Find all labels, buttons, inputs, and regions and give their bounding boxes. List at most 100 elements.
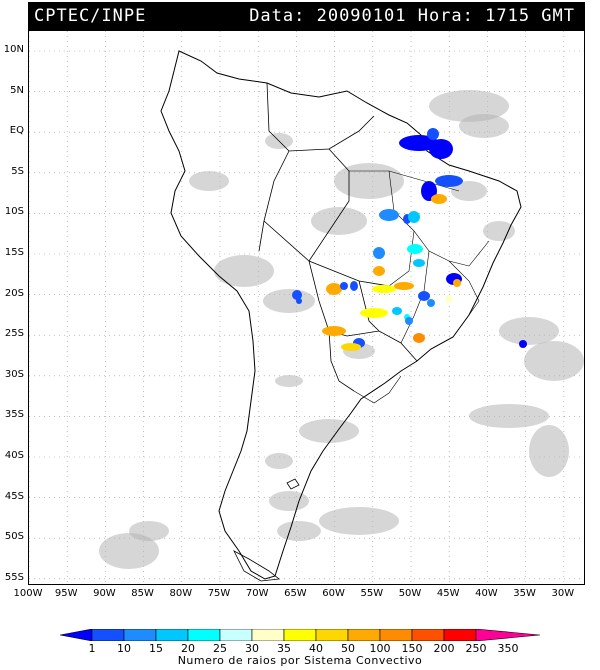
convective-system-blob: [445, 295, 453, 303]
colorbar-segment: [123, 629, 157, 641]
cloud-patch: [319, 507, 399, 535]
cloud-patch: [451, 181, 487, 201]
lat-label: 45S: [4, 490, 24, 502]
convective-system-blob: [405, 317, 413, 325]
colorbar-segment: [155, 629, 189, 641]
convective-system-blob: [341, 343, 361, 351]
colorbar-caption: Numero de raios por Sistema Convectivo: [177, 654, 423, 667]
falkland-islands: [286, 478, 300, 490]
colorbar-segment: [315, 629, 349, 641]
lat-label: 55S: [4, 571, 24, 583]
lat-label: 10N: [3, 44, 24, 55]
title-bar: CPTEC/INPE Data: 20090101 Hora: 1715 GMT: [28, 2, 585, 30]
colorbar-arrow-left: [60, 629, 93, 641]
cloud-patch: [265, 453, 293, 469]
lon-label: 55W: [360, 588, 384, 599]
colorbar-value: 100: [369, 642, 391, 655]
cloud-patch: [334, 163, 404, 199]
lon-label: 30W: [551, 588, 575, 599]
colorbar-value: 150: [401, 642, 423, 655]
lon-label: 75W: [207, 588, 231, 599]
map-canvas: [29, 31, 584, 584]
convective-system-blob: [292, 290, 302, 300]
colorbar-segment: [379, 629, 413, 641]
colorbar-segment: [411, 629, 445, 641]
map-frame: [28, 30, 585, 585]
lat-label: 20S: [4, 287, 24, 299]
colorbar-arrow-right: [475, 629, 540, 641]
cloud-patch: [299, 419, 359, 443]
cloud-patch: [189, 171, 229, 191]
cloud-patch: [277, 521, 321, 541]
tierra-del-fuego: [233, 550, 281, 582]
convective-system-blob: [413, 333, 425, 343]
coastlines: [160, 50, 522, 582]
colorbar-segment: [283, 629, 317, 641]
colorbar-value: 40: [309, 642, 323, 655]
convective-system-blob: [431, 194, 447, 204]
lat-label: 5S: [11, 165, 24, 177]
convective-system-blob: [350, 281, 358, 291]
convective-system-blob: [296, 298, 302, 304]
colorbar-value: 35: [277, 642, 291, 655]
cloud-patch: [429, 90, 509, 122]
source-label: CPTEC/INPE: [34, 6, 147, 26]
cloud-patch: [483, 221, 515, 241]
convective-system-blob: [429, 139, 453, 159]
uruguay-border: [353, 375, 402, 404]
lat-label: 50S: [4, 531, 24, 543]
lon-label: 70W: [245, 588, 269, 599]
colorbar-value: 30: [245, 642, 259, 655]
convective-system-blob: [322, 326, 346, 336]
convective-system-blob: [360, 308, 388, 318]
convective-system-blob: [408, 211, 420, 223]
cloud-patch: [524, 341, 584, 381]
brazil-states: [349, 170, 490, 344]
convective-system-blob: [427, 299, 435, 307]
convective-system-blob: [427, 128, 439, 140]
convective-system-blob: [326, 283, 342, 295]
lon-label: 80W: [169, 588, 193, 599]
cloud-patch: [311, 207, 367, 235]
lat-label: EQ: [9, 125, 24, 137]
colorbar-value: 50: [341, 642, 355, 655]
colorbar-segment: [443, 629, 477, 641]
south-america-coastline: [160, 50, 522, 580]
lon-label: 95W: [54, 588, 78, 599]
lat-label: 25S: [4, 328, 24, 340]
convective-system-blob: [407, 244, 423, 254]
convective-system-blob: [519, 340, 527, 348]
convective-system-blob: [379, 209, 399, 221]
colorbar-value: 1: [88, 642, 96, 655]
lon-label: 85W: [131, 588, 154, 599]
colorbar: [60, 629, 540, 641]
convective-system-blob: [453, 279, 461, 287]
colorbar-value: 15: [149, 642, 163, 655]
colorbar-value: 350: [497, 642, 519, 655]
country-borders: [258, 82, 418, 392]
convective-system-blob: [413, 259, 425, 267]
cloud-patch: [469, 404, 549, 428]
lat-label: 40S: [4, 450, 24, 461]
convective-system-blob: [435, 175, 463, 187]
colorbar-segment: [347, 629, 381, 641]
lat-label: 15S: [4, 247, 24, 258]
colorbar-value: 25: [213, 642, 227, 655]
lat-label: 5N: [10, 84, 24, 96]
lat-label: 30S: [4, 368, 24, 380]
cloud-patch: [263, 289, 315, 313]
colorbar-value: 10: [117, 642, 131, 655]
lon-label: 45W: [436, 588, 460, 599]
convective-system-blob: [394, 282, 414, 290]
cloud-patch: [275, 375, 303, 387]
lon-label: 60W: [322, 588, 345, 599]
colorbar-value: 20: [181, 642, 195, 655]
colorbar-segment: [187, 629, 221, 641]
convective-system-blob: [373, 247, 385, 259]
lat-label: 35S: [4, 409, 24, 421]
colorbar-value: 200: [433, 642, 455, 655]
convective-system-blob: [399, 135, 439, 151]
cloud-patch: [529, 425, 569, 477]
cloud-patch: [459, 114, 509, 138]
cloud-patch: [129, 521, 169, 541]
